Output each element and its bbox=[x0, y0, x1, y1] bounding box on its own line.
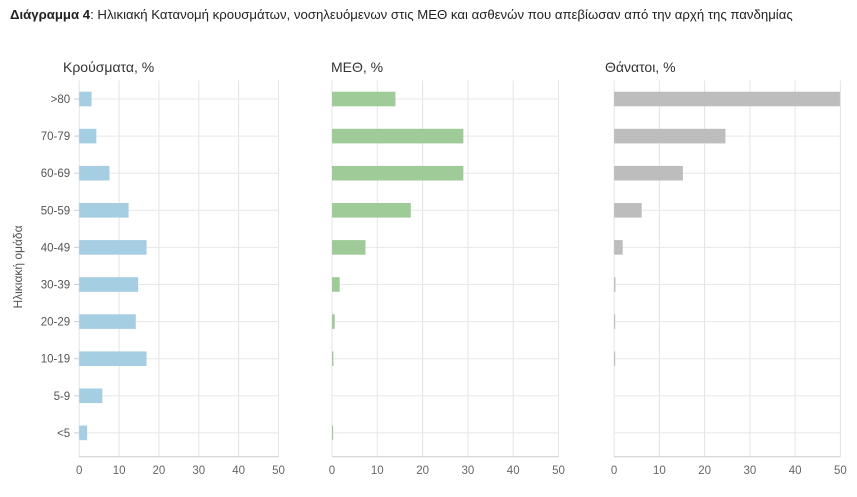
svg-text:20: 20 bbox=[416, 465, 429, 477]
svg-text:40: 40 bbox=[507, 465, 520, 477]
svg-text:0: 0 bbox=[76, 465, 82, 477]
svg-text:40: 40 bbox=[789, 465, 802, 477]
svg-text:10: 10 bbox=[653, 465, 666, 477]
svg-text:20: 20 bbox=[698, 465, 711, 477]
svg-text:5-9: 5-9 bbox=[54, 391, 71, 403]
svg-text:40: 40 bbox=[232, 465, 245, 477]
svg-text:10: 10 bbox=[371, 465, 384, 477]
svg-text:30: 30 bbox=[744, 465, 757, 477]
svg-text:0: 0 bbox=[329, 465, 335, 477]
svg-text:10: 10 bbox=[113, 465, 126, 477]
svg-text:20: 20 bbox=[153, 465, 166, 477]
svg-text:30: 30 bbox=[462, 465, 475, 477]
svg-text:50: 50 bbox=[552, 465, 565, 477]
svg-text:30: 30 bbox=[192, 465, 205, 477]
svg-text:20-29: 20-29 bbox=[41, 317, 70, 329]
svg-text:60-69: 60-69 bbox=[41, 168, 70, 180]
svg-text:<5: <5 bbox=[57, 428, 70, 440]
svg-text:70-79: 70-79 bbox=[41, 131, 70, 143]
svg-text:0: 0 bbox=[611, 465, 617, 477]
svg-text:30-39: 30-39 bbox=[41, 280, 70, 292]
svg-text:40-49: 40-49 bbox=[41, 242, 70, 254]
svg-text:10-19: 10-19 bbox=[41, 354, 70, 366]
svg-text:>80: >80 bbox=[51, 94, 71, 106]
svg-text:50-59: 50-59 bbox=[41, 205, 70, 217]
svg-text:50: 50 bbox=[834, 465, 847, 477]
svg-text:50: 50 bbox=[272, 465, 285, 477]
